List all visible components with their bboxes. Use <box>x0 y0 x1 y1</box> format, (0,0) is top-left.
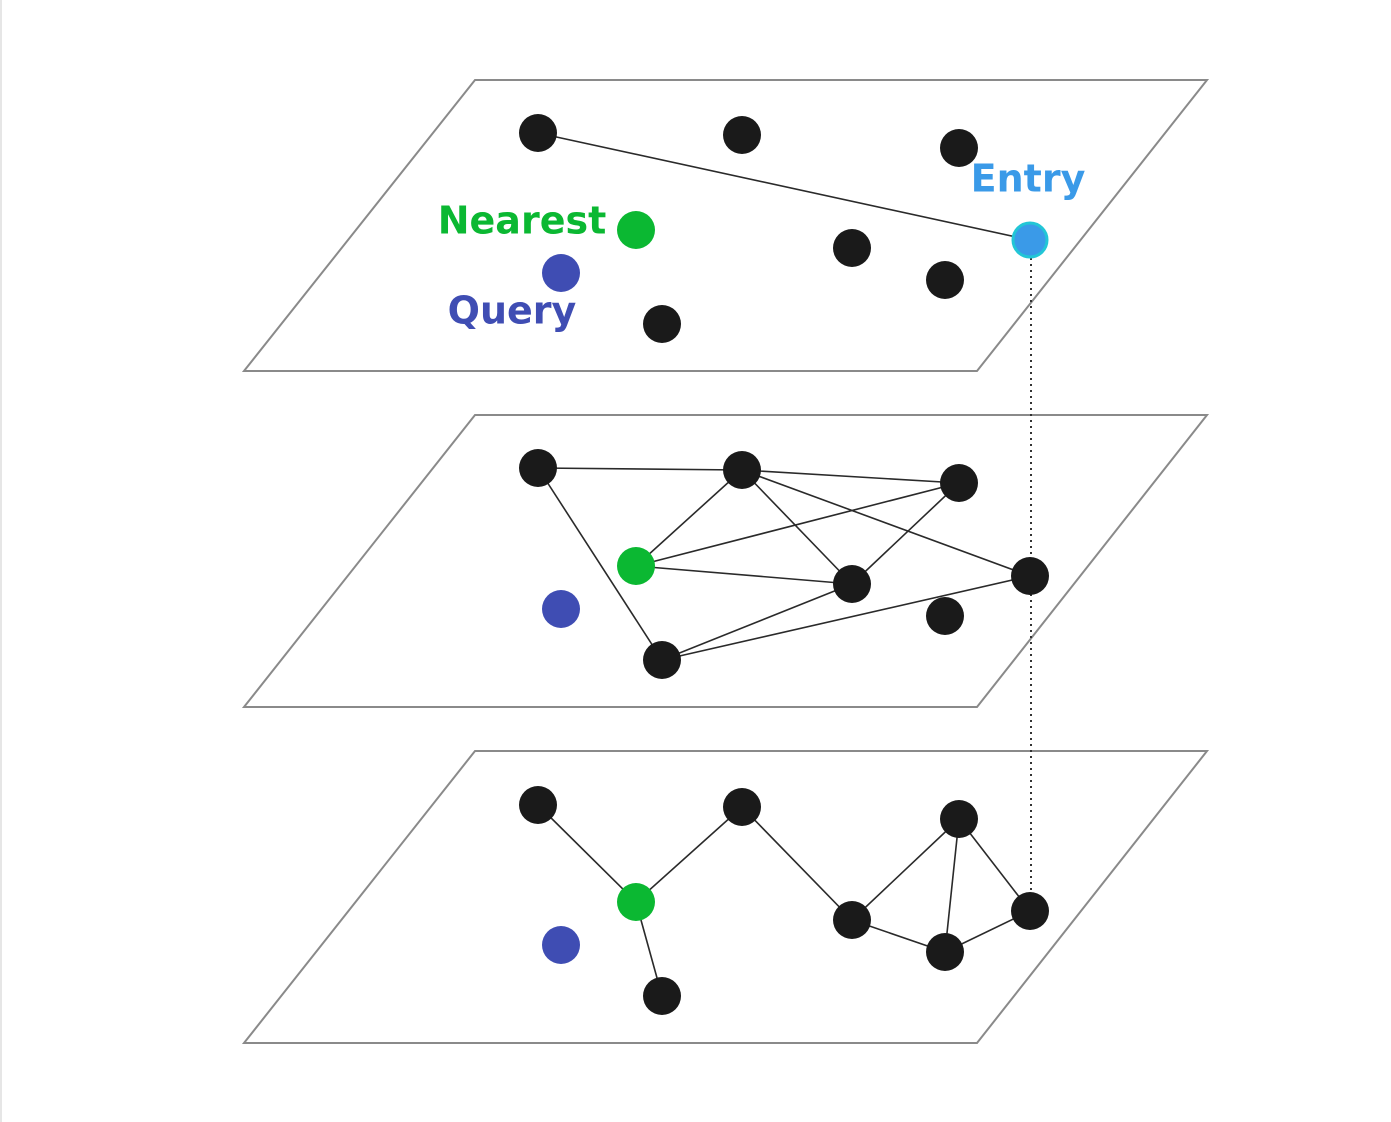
middle-layer <box>519 449 1049 679</box>
node <box>940 464 978 502</box>
nearest-node <box>617 547 655 585</box>
entry-node <box>1011 221 1049 259</box>
query-node <box>542 926 580 964</box>
node <box>926 597 964 635</box>
node <box>723 116 761 154</box>
layer-plane <box>241 750 1210 1044</box>
layer-plane <box>241 79 1210 372</box>
node <box>926 261 964 299</box>
entry-label: Entry <box>971 157 1086 201</box>
node <box>833 229 871 267</box>
bottom-layer <box>519 786 1049 1015</box>
nearest-node <box>617 211 655 249</box>
nearest-node <box>617 883 655 921</box>
top-layer: Entry Nearest Query <box>438 114 1086 343</box>
query-node <box>542 590 580 628</box>
edges <box>537 467 1031 661</box>
edge <box>537 132 1031 241</box>
layer-plane <box>241 414 1210 708</box>
query-node <box>542 254 580 292</box>
node <box>940 129 978 167</box>
node <box>643 305 681 343</box>
node <box>519 114 557 152</box>
node <box>723 451 761 489</box>
node <box>519 449 557 487</box>
node <box>643 641 681 679</box>
query-label: Query <box>448 289 577 333</box>
node <box>940 800 978 838</box>
node <box>519 786 557 824</box>
node <box>926 933 964 971</box>
node <box>643 977 681 1015</box>
node <box>1011 892 1049 930</box>
node <box>833 901 871 939</box>
node <box>723 788 761 826</box>
nearest-label: Nearest <box>438 199 607 243</box>
node <box>833 565 871 603</box>
node <box>1011 557 1049 595</box>
